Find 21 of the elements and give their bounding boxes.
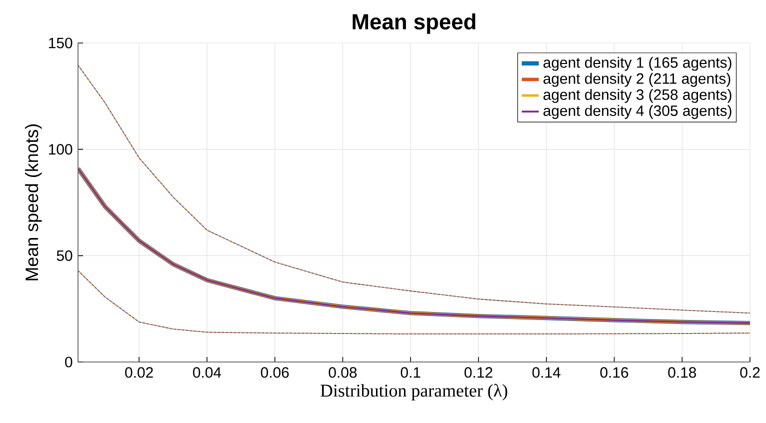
legend-label: agent density 2 (211 agents) [544, 72, 730, 87]
legend-label: agent density 3 (258 agents) [544, 88, 732, 103]
y-axis-title: Mean speed (knots) [25, 124, 42, 280]
x-tick-label: 0.16 [600, 367, 628, 378]
x-tick-label: 0.18 [668, 367, 696, 378]
x-axis-title: Distribution parameter (λ) [320, 384, 508, 400]
y-tick-label: 100 [49, 144, 72, 155]
legend-label: agent density 1 (165 agents) [544, 56, 732, 71]
x-tick-label: 0.06 [260, 367, 289, 378]
chart-title: Mean speed [352, 13, 476, 34]
x-tick-label: 0.1 [400, 367, 420, 378]
y-tick-label: 50 [56, 250, 72, 261]
x-tick-label: 0.04 [193, 367, 222, 378]
x-tick-label: 0.02 [125, 367, 153, 378]
x-tick-label: 0.12 [464, 367, 492, 378]
x-tick-label: 0.2 [740, 367, 760, 378]
x-tick-label: 0.14 [532, 367, 560, 378]
x-tick-label: 0.08 [328, 367, 357, 378]
y-tick-label: 0 [65, 356, 72, 368]
legend-label: agent density 4 (305 agents) [544, 105, 732, 119]
y-tick-label: 150 [49, 38, 72, 48]
